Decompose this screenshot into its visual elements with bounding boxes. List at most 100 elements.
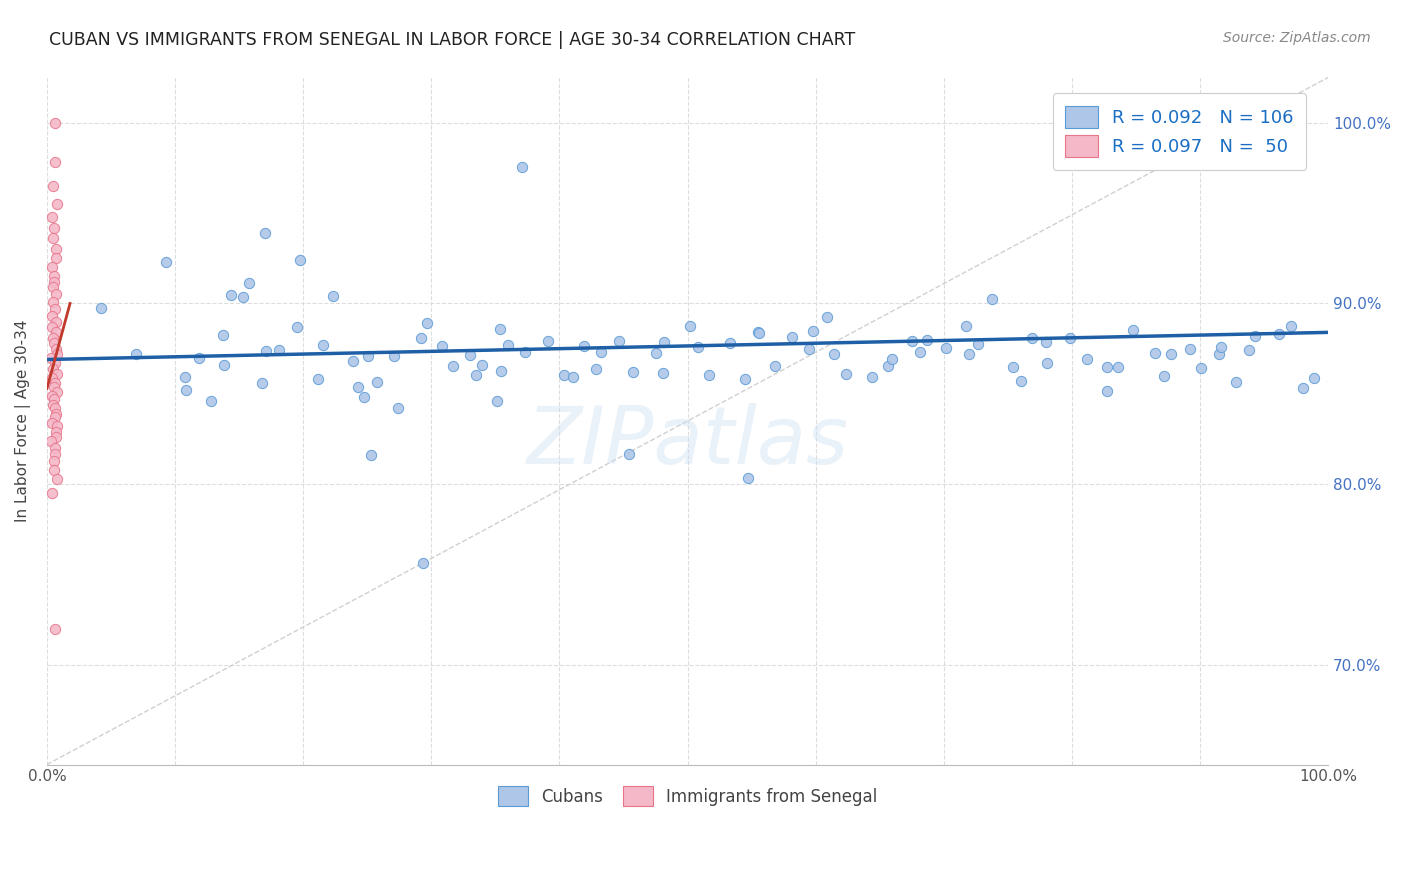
Point — [45, 472, 67, 486]
Point — [360, 448, 382, 462]
Point — [797, 342, 820, 356]
Point — [219, 288, 242, 302]
Point — [285, 320, 308, 334]
Point — [41, 210, 63, 224]
Point — [537, 334, 560, 348]
Point — [382, 349, 405, 363]
Point — [357, 349, 380, 363]
Point — [801, 324, 824, 338]
Point — [387, 401, 409, 415]
Point — [46, 367, 69, 381]
Point — [45, 430, 67, 444]
Point — [45, 342, 67, 356]
Point — [41, 486, 63, 500]
Point — [1002, 360, 1025, 375]
Point — [515, 345, 537, 359]
Point — [45, 252, 67, 266]
Point — [42, 231, 65, 245]
Point — [957, 347, 980, 361]
Point — [737, 471, 759, 485]
Point — [238, 276, 260, 290]
Point — [44, 220, 66, 235]
Point — [44, 410, 66, 425]
Point — [1268, 327, 1291, 342]
Point — [1122, 323, 1144, 337]
Point — [45, 347, 67, 361]
Point — [915, 333, 938, 347]
Point — [41, 309, 63, 323]
Point — [823, 347, 845, 361]
Point — [342, 354, 364, 368]
Point — [322, 289, 344, 303]
Point — [763, 359, 786, 374]
Point — [1225, 376, 1247, 390]
Point — [432, 339, 454, 353]
Point — [45, 197, 67, 211]
Point — [90, 301, 112, 315]
Point — [553, 368, 575, 383]
Point — [935, 342, 957, 356]
Point — [44, 446, 66, 460]
Point — [39, 351, 62, 365]
Point — [44, 376, 66, 390]
Point — [409, 331, 432, 345]
Point — [42, 463, 65, 477]
Point — [981, 292, 1004, 306]
Point — [42, 336, 65, 351]
Point — [41, 389, 63, 403]
Point — [1237, 343, 1260, 357]
Point — [45, 425, 67, 439]
Point — [815, 310, 838, 324]
Point — [44, 269, 66, 284]
Point — [458, 347, 481, 361]
Point — [44, 401, 66, 416]
Point — [347, 380, 370, 394]
Point — [1143, 346, 1166, 360]
Point — [1211, 340, 1233, 354]
Point — [485, 393, 508, 408]
Point — [45, 407, 67, 421]
Point — [734, 372, 756, 386]
Point — [42, 280, 65, 294]
Point — [1076, 352, 1098, 367]
Point — [41, 370, 63, 384]
Point — [42, 275, 65, 289]
Point — [748, 326, 770, 340]
Point — [585, 362, 607, 376]
Point — [176, 384, 198, 398]
Point — [200, 393, 222, 408]
Point — [41, 434, 63, 448]
Point — [512, 160, 534, 174]
Point — [44, 622, 66, 636]
Point — [1035, 335, 1057, 350]
Point — [1279, 318, 1302, 333]
Point — [471, 358, 494, 372]
Point — [254, 226, 277, 240]
Point — [489, 322, 512, 336]
Point — [44, 441, 66, 455]
Point — [155, 254, 177, 268]
Point — [607, 334, 630, 348]
Point — [718, 336, 741, 351]
Point — [835, 367, 858, 381]
Point — [45, 287, 67, 301]
Point — [1036, 355, 1059, 369]
Point — [269, 343, 291, 357]
Point — [42, 294, 65, 309]
Point — [366, 376, 388, 390]
Point — [44, 356, 66, 370]
Point — [1021, 331, 1043, 345]
Point — [877, 359, 900, 374]
Point — [1243, 329, 1265, 343]
Point — [910, 344, 932, 359]
Point — [1208, 347, 1230, 361]
Point — [644, 345, 666, 359]
Point — [591, 345, 613, 359]
Point — [697, 368, 720, 382]
Point — [967, 337, 990, 351]
Y-axis label: In Labor Force | Age 30-34: In Labor Force | Age 30-34 — [15, 319, 31, 522]
Point — [125, 347, 148, 361]
Point — [1189, 360, 1212, 375]
Point — [42, 331, 65, 345]
Point — [44, 392, 66, 407]
